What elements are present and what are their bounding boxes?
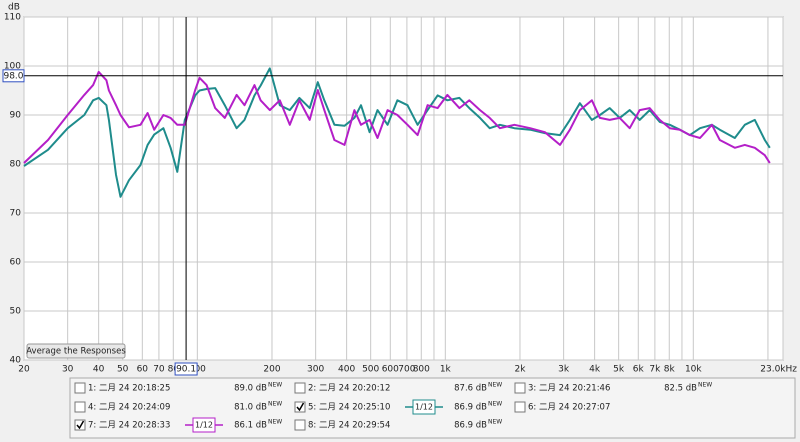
plot-area [23,16,784,361]
x-tick-label: 23.0kHz [760,365,797,375]
legend-checkbox[interactable] [74,382,86,394]
y-axis-label: dB [8,3,20,13]
smoothing-box[interactable] [192,417,216,433]
smoothing-label: 1/12 [195,421,213,430]
x-tick-label: 200 [263,365,280,375]
x-tick-label: 500 [362,365,379,375]
y-tick-label: 70 [10,209,22,219]
y-tick-label: 100 [4,62,21,72]
x-tick-label: 800 [413,365,430,375]
y-tick-label: 40 [10,356,22,366]
checkmark [296,402,305,412]
legend-label[interactable]: 6: 二月 24 20:27:07 [528,403,610,413]
x-tick-label: 8k [664,365,676,375]
cursor-x-box [174,362,198,376]
checkmark [76,420,85,430]
legend-level: 86.9 dB [454,403,487,413]
legend-label[interactable]: 5: 二月 24 20:25:10 [308,403,390,413]
legend-new-tag: NEW [268,419,282,426]
legend-checkbox[interactable] [74,401,86,413]
legend-new-tag: NEW [698,382,712,389]
x-tick-label: 70 [153,365,165,375]
y-tick-label: 50 [10,307,22,317]
legend-new-tag: NEW [488,382,502,389]
response-curve [23,70,771,164]
x-tick-label: 40 [93,365,105,375]
legend-checkbox[interactable] [514,401,526,413]
legend-label[interactable]: 2: 二月 24 20:20:12 [308,384,390,394]
legend-checkbox[interactable] [294,382,306,394]
x-tick-label: 7k [649,365,661,375]
legend-level: 86.9 dB [454,421,487,431]
smoothing-label: 1/12 [415,403,433,412]
legend-level: 89.0 dB [234,384,267,394]
y-tick-label: 90 [10,111,22,121]
x-tick-label: 50 [117,365,129,375]
x-tick-label: 10k [685,365,702,375]
x-tick-label: 30 [62,365,74,375]
x-tick-label: 80 [168,365,180,375]
legend-checkbox[interactable] [514,382,526,394]
legend-label[interactable]: 4: 二月 24 20:24:09 [88,403,170,413]
x-tick-label: 4k [589,365,601,375]
cursor-y-box [2,69,25,83]
cursor-y-label: 98.0 [3,71,23,81]
x-tick-label: 3k [558,365,570,375]
x-tick-label: 5k [613,365,625,375]
legend-label[interactable]: 7: 二月 24 20:28:33 [88,421,170,431]
cursor-x-label: 90.1 [176,365,196,375]
x-tick-label: 60 [137,365,149,375]
response-curve [23,67,771,198]
x-tick-label: 600 [382,365,399,375]
legend-checkbox[interactable] [294,401,306,413]
x-tick-label: 400 [338,365,355,375]
legend-new-tag: NEW [488,419,502,426]
legend-level: 81.0 dB [234,403,267,413]
legend-level: 82.5 dB [664,384,697,394]
average-button-label[interactable]: Average the Responses [26,347,126,357]
legend-new-tag: NEW [268,382,282,389]
legend-label[interactable]: 3: 二月 24 20:21:46 [528,384,610,394]
legend-new-tag: NEW [268,401,282,408]
y-tick-label: 80 [10,160,22,170]
x-tick-label: 6k [633,365,645,375]
legend-checkbox[interactable] [294,419,306,431]
legend-label[interactable]: 1: 二月 24 20:18:25 [88,384,170,394]
y-tick-label: 110 [4,13,21,23]
x-tick-label: 700 [398,365,415,375]
x-tick-label: 20 [18,365,30,375]
y-tick-label: 60 [10,258,22,268]
smoothing-box[interactable] [412,399,436,415]
x-tick-label: 300 [307,365,324,375]
legend-level: 87.6 dB [454,384,487,394]
legend-level: 86.1 dB [234,421,267,431]
legend-label[interactable]: 8: 二月 24 20:29:54 [308,421,390,431]
legend-new-tag: NEW [488,401,502,408]
legend-checkbox[interactable] [74,419,86,431]
x-tick-label: 2k [514,365,526,375]
x-tick-label: 1k [440,365,452,375]
average-button[interactable] [26,343,126,359]
